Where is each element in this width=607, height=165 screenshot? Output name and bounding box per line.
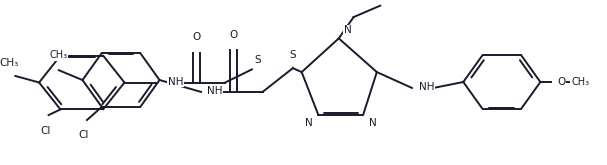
Text: CH₃: CH₃ — [50, 50, 68, 60]
Text: S: S — [290, 50, 296, 60]
Text: CH₃: CH₃ — [0, 58, 19, 68]
Text: Cl: Cl — [79, 130, 89, 140]
Text: N: N — [305, 118, 313, 128]
Text: O: O — [192, 32, 200, 42]
Text: O: O — [557, 77, 565, 87]
Text: NH: NH — [207, 86, 223, 96]
Text: Cl: Cl — [41, 126, 51, 136]
Text: O: O — [230, 31, 238, 40]
Text: S: S — [255, 54, 262, 65]
Text: N: N — [369, 118, 377, 128]
Text: CH₃: CH₃ — [572, 77, 590, 87]
Text: NH: NH — [168, 77, 183, 87]
Text: N: N — [344, 25, 351, 35]
Text: NH: NH — [419, 82, 435, 92]
